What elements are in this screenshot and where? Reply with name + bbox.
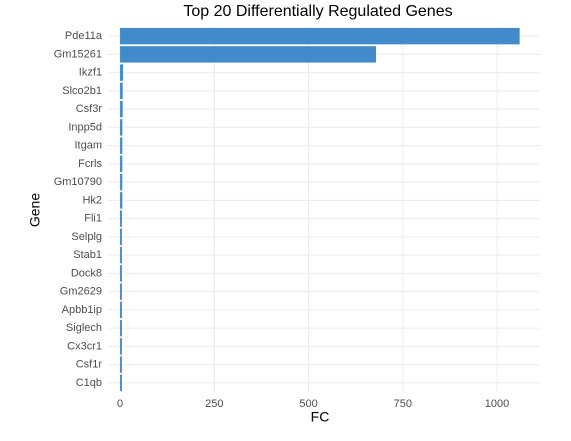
bar — [120, 265, 122, 282]
x-tick-label: 750 — [394, 398, 412, 410]
y-tick-label: Slco2b1 — [62, 85, 102, 97]
y-tick-label: Cx3cr1 — [67, 340, 102, 352]
y-axis-title: Gene — [27, 193, 43, 227]
bar — [120, 338, 122, 355]
y-tick-label: Dock8 — [71, 267, 102, 279]
y-tick-label: Csf3r — [76, 103, 103, 115]
bar — [120, 27, 520, 45]
y-tick-label: Fcrls — [78, 158, 102, 170]
y-tick-label: Apbb1ip — [62, 304, 102, 316]
x-tick-label: 1000 — [485, 398, 509, 410]
bar — [120, 64, 124, 81]
bar — [120, 246, 122, 264]
y-tick-label: Csf1r — [76, 359, 103, 371]
bar — [120, 283, 122, 300]
y-tick-label: Siglech — [66, 322, 102, 334]
y-tick-label: Gm15261 — [54, 48, 102, 60]
y-tick-label: Inpp5d — [68, 121, 102, 133]
bar — [120, 137, 123, 154]
y-tick-label: Gm10790 — [54, 176, 102, 188]
y-tick-label: Stab1 — [73, 249, 102, 261]
bar — [120, 100, 123, 118]
bar — [120, 356, 122, 373]
bar — [120, 46, 377, 63]
bar — [120, 210, 122, 227]
x-tick-label: 250 — [205, 398, 223, 410]
y-tick-label: Pde11a — [65, 30, 103, 42]
bar — [120, 374, 122, 392]
x-axis-title: FC — [311, 409, 330, 425]
bar — [120, 119, 123, 136]
chart-title: Top 20 Differentially Regulated Genes — [183, 3, 452, 20]
x-tick-label: 500 — [299, 398, 317, 410]
y-tick-label: Hk2 — [82, 194, 102, 206]
y-tick-label: Fli1 — [84, 213, 102, 225]
y-tick-label: Selplg — [71, 231, 102, 243]
x-tick-label: 0 — [117, 398, 123, 410]
bar — [120, 319, 122, 337]
bar — [120, 155, 123, 173]
y-tick-label: Gm2629 — [60, 286, 102, 298]
bar — [120, 301, 122, 319]
bar — [120, 228, 122, 246]
bar — [120, 192, 123, 209]
y-tick-label: Itgam — [74, 140, 102, 152]
y-tick-label: Ikzf1 — [79, 67, 102, 79]
y-tick-label: C1qb — [76, 377, 102, 389]
bar — [120, 173, 123, 191]
bar — [120, 82, 123, 100]
